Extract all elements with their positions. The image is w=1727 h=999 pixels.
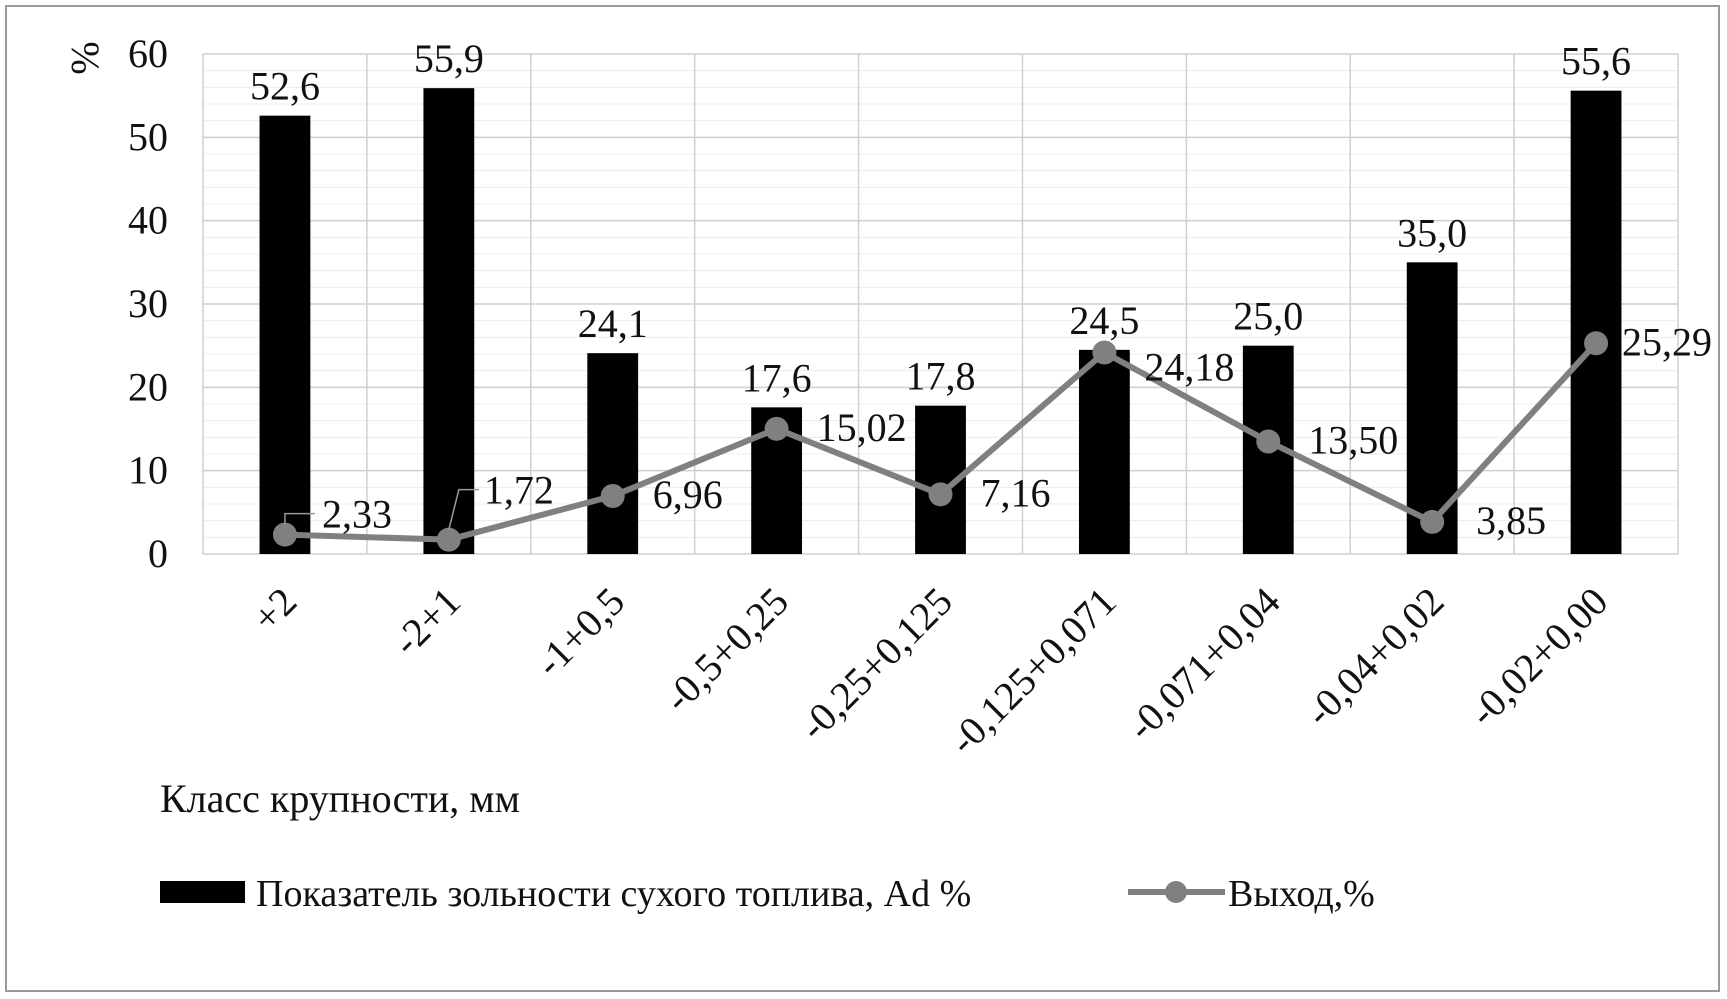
y-axis-title: % [63, 41, 108, 74]
y-tick-label: 40 [128, 198, 168, 243]
legend: Показатель зольности сухого топлива, Ad … [160, 873, 1375, 915]
y-tick-label: 30 [128, 281, 168, 326]
line-data-label: 24,18 [1144, 345, 1234, 390]
bar-data-label: 35,0 [1397, 210, 1467, 255]
bar [587, 353, 639, 554]
bar-series [259, 88, 1622, 555]
x-tick-label: -0,04+0,02 [1296, 579, 1452, 735]
line-data-label: 13,50 [1308, 418, 1398, 463]
line-marker [1420, 509, 1445, 534]
line-data-label: 3,85 [1476, 498, 1546, 543]
legend-label-bar: Показатель зольности сухого топлива, Ad … [256, 873, 971, 915]
line-marker [272, 522, 297, 547]
bar [423, 88, 475, 555]
bar-data-label: 52,6 [250, 64, 320, 109]
bar-data-label: 17,6 [742, 355, 812, 400]
x-tick-label: -0,25+0,125 [791, 579, 961, 749]
bar-data-label: 55,6 [1561, 39, 1631, 84]
y-tick-label: 60 [128, 31, 168, 76]
bar-data-label: 24,1 [578, 301, 648, 346]
leader-line [448, 488, 479, 530]
legend-label-line: Выход,% [1228, 873, 1375, 915]
x-tick-label: -0,5+0,25 [655, 579, 797, 721]
line-data-label: 1,72 [484, 468, 554, 513]
x-tick-label: +2 [243, 579, 305, 641]
bar-data-label: 17,8 [906, 354, 976, 399]
bar-data-label: 55,9 [414, 36, 484, 81]
line-data-label: 6,96 [653, 472, 723, 517]
line-marker [764, 416, 789, 441]
x-tick-label: -0,125+0,071 [940, 579, 1124, 763]
line-marker [1256, 429, 1281, 454]
legend-swatch-marker [1165, 881, 1187, 903]
x-tick-label: -0,02+0,00 [1460, 579, 1616, 735]
x-tick-label: -1+0,5 [526, 579, 633, 686]
line-marker [436, 527, 461, 552]
data-labels: 52,6 55,9 24,1 17,6 17,8 24,5 25,0 35,0 55,6 2,33… [250, 36, 1712, 543]
line-data-label: 15,02 [817, 405, 907, 450]
line-marker [1584, 331, 1609, 356]
line-marker [1092, 340, 1117, 365]
bar [259, 115, 311, 555]
x-tick-label: -2+1 [384, 579, 469, 664]
bar [1570, 90, 1622, 555]
legend-swatch-bar [160, 881, 245, 903]
line-data-label: 25,29 [1622, 319, 1712, 364]
leader-line [284, 512, 315, 525]
line-series [272, 331, 1609, 552]
line-data-label: 7,16 [981, 470, 1051, 515]
y-tick-label: 20 [128, 364, 168, 409]
line-marker [600, 484, 625, 508]
x-tick-label: -0,071+0,04 [1118, 579, 1288, 749]
line-data-label: 2,33 [322, 492, 392, 537]
y-tick-label: 10 [128, 448, 168, 493]
line-marker [928, 482, 953, 507]
axes: 0 10 20 30 40 50 60 +2 -2+1 -1+0,5 -0,5+0,25-0,25+… [128, 31, 1616, 763]
y-tick-label: 50 [128, 114, 168, 159]
bar-data-label: 24,5 [1069, 298, 1139, 343]
bar-data-label: 25,0 [1233, 294, 1303, 339]
bar [1078, 349, 1130, 554]
y-tick-label: 0 [148, 531, 168, 576]
x-axis-title: Класс крупности, мм [160, 776, 520, 821]
